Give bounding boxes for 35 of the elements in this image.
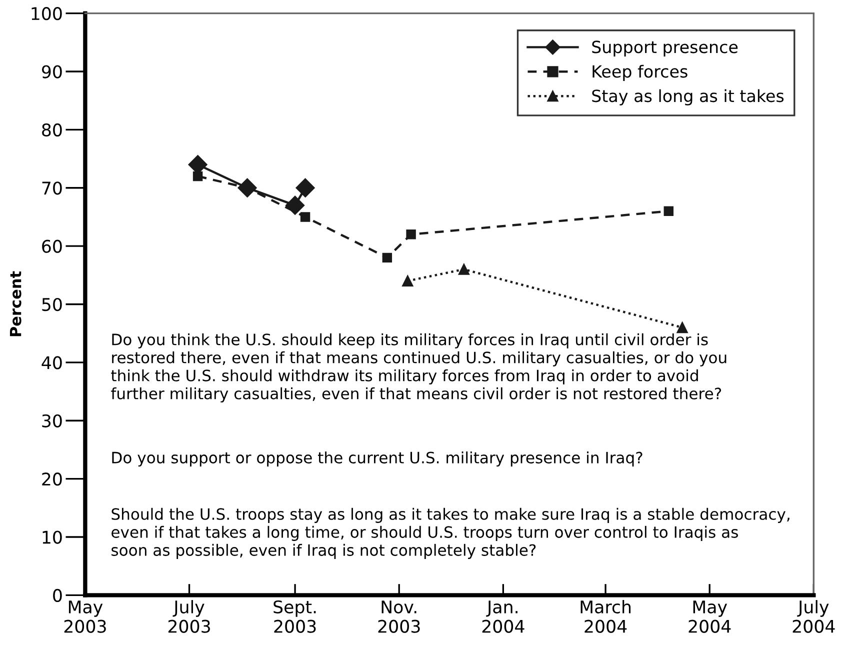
point: [382, 252, 392, 263]
point: [286, 196, 305, 215]
annotation: Do you support or oppose the current U.S. military presence in Iraq?: [112, 451, 642, 467]
point: [664, 206, 674, 216]
y-tick-label: 20: [42, 472, 62, 486]
x-tick-label: Jan. 2004: [482, 600, 524, 633]
annotation: Should the U.S. troops stay as long as it takes to make sure Iraq is a stable democracy, even if that takes a long time, or should U.S. troops turn over control to Iraqis as soon as possible, even if Iraq is not completely stable?: [112, 508, 790, 559]
y-tick-label: 90: [42, 65, 62, 78]
y-tick-label: 30: [42, 414, 62, 428]
x-tick-label: Nov. 2003: [378, 600, 420, 633]
x-tick-label: July 2003: [168, 600, 210, 633]
y-tick-label: 60: [42, 240, 62, 253]
y-tick-label: 100: [32, 7, 62, 20]
y-tick-label: 40: [42, 356, 62, 370]
x-tick-label: May 2004: [688, 600, 731, 633]
point: [406, 230, 416, 240]
legend-label: Keep forces: [592, 64, 688, 81]
x-tick-label: July 2004: [792, 600, 835, 633]
point: [458, 264, 470, 275]
legend-label: Stay as long as it takes: [592, 89, 784, 106]
point: [402, 275, 414, 287]
point: [296, 178, 315, 198]
y-axis-title: Percent: [10, 271, 22, 336]
legend-label: Support presence: [592, 40, 738, 56]
y-tick-label: 80: [42, 123, 62, 137]
annotation: Do you think the U.S. should keep its military forces in Iraq until civil order is restored there, even if that means continued U.S. military casualties, or do you think the U.S. should withdraw its military forces from Iraq in order to avoid further military casualties, even if that means civil order is not restored there?: [111, 333, 726, 402]
x-tick-label: May 2003: [64, 600, 106, 633]
y-tick-label: 70: [42, 182, 62, 195]
x-tick-label: March 2004: [580, 600, 631, 633]
point: [676, 322, 688, 334]
y-tick-label: 50: [42, 298, 62, 312]
y-tick-label: 0: [53, 588, 62, 602]
y-tick-label: 10: [42, 530, 62, 544]
point: [300, 212, 310, 222]
x-tick-label: Sept. 2003: [274, 600, 316, 633]
